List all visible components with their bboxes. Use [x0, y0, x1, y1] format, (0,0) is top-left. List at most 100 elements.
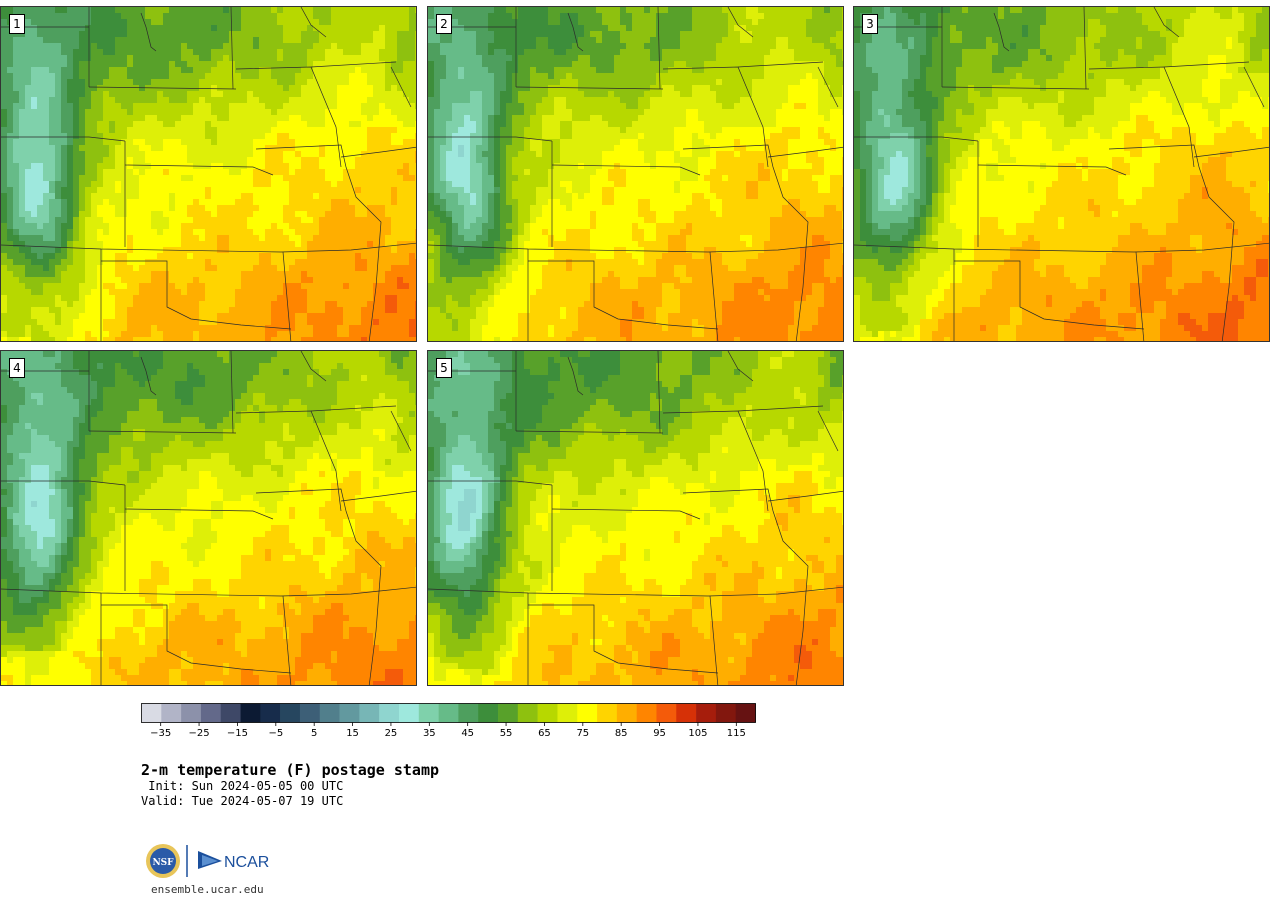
- colorbar-bin: [220, 703, 241, 723]
- state-boundary: [528, 260, 719, 330]
- state-boundary: [709, 251, 719, 341]
- nsf-logo-text: NSF: [152, 858, 174, 868]
- member-panel-1: 1: [0, 6, 417, 342]
- colorbar-bin: [319, 703, 340, 723]
- colorbar-bin: [260, 703, 281, 723]
- colorbar-bin: [696, 703, 717, 723]
- panel-number-4: 4: [9, 358, 25, 378]
- colorbar-tick-label: 75: [576, 728, 590, 739]
- colorbar-bin: [577, 703, 598, 723]
- colorbar-bin: [379, 703, 400, 723]
- colorbar-bin: [200, 703, 222, 723]
- state-boundary: [737, 61, 824, 68]
- colorbar-bin: [418, 703, 439, 723]
- colorbar-tick-label: 65: [538, 728, 551, 739]
- state-boundary: [567, 356, 584, 396]
- state-boundary: [1135, 251, 1145, 341]
- valid-time: Valid: Tue 2024-05-07 19 UTC: [141, 794, 344, 808]
- state-boundary: [682, 144, 809, 341]
- state-boundary: [1, 480, 126, 486]
- member-panel-2: 2: [427, 6, 844, 342]
- state-boundary: [428, 586, 843, 597]
- state-boundary: [1, 136, 126, 142]
- state-boundary: [551, 164, 701, 176]
- colorbar-tick-label: −35: [150, 728, 172, 739]
- state-boundary: [101, 604, 292, 674]
- state-boundary: [1083, 7, 1087, 90]
- state-boundary: [390, 410, 412, 452]
- colorbar-bin: [398, 703, 420, 723]
- nsf-logo: NSF: [146, 844, 180, 878]
- state-boundary: [767, 146, 843, 158]
- state-boundary: [1108, 144, 1235, 341]
- colorbar-bin: [735, 703, 756, 723]
- state-boundary: [124, 164, 274, 176]
- colorbar-bin: [616, 703, 637, 723]
- state-boundary: [817, 66, 839, 108]
- state-boundary: [88, 430, 237, 434]
- temperature-map-3: [854, 7, 1269, 341]
- temperature-map-4: [1, 351, 416, 685]
- member-panel-5: 5: [427, 350, 844, 686]
- state-boundary: [428, 136, 553, 142]
- state-boundary: [854, 136, 979, 142]
- panel-number-5: 5: [436, 358, 452, 378]
- state-boundary: [282, 251, 292, 341]
- website-url: ensemble.ucar.edu: [151, 883, 264, 896]
- colorbar-bin: [517, 703, 538, 723]
- member-panel-4: 4: [0, 350, 417, 686]
- colorbar-tick-label: 5: [311, 728, 318, 739]
- state-boundary: [977, 164, 1127, 176]
- colorbar-bin: [498, 703, 519, 723]
- state-boundary: [1, 586, 416, 597]
- colorbar-bin: [240, 703, 261, 723]
- colorbar-bin: [438, 703, 459, 723]
- state-boundary: [657, 7, 661, 90]
- temperature-map-2: [428, 7, 843, 341]
- state-boundary: [854, 242, 1269, 253]
- colorbar-bin: [339, 703, 360, 723]
- colorbar-tick-label: 115: [726, 728, 746, 739]
- colorbar-bin: [557, 703, 578, 723]
- colorbar-tick-label: 95: [653, 728, 666, 739]
- plot-title: 2-m temperature (F) postage stamp: [141, 761, 440, 779]
- colorbar-tick-label: 25: [384, 728, 398, 739]
- state-boundary: [657, 351, 661, 434]
- state-boundary: [682, 488, 809, 685]
- colorbar-bin: [458, 703, 479, 723]
- state-boundary: [300, 351, 327, 382]
- state-boundary: [140, 356, 157, 396]
- colorbar-frame: [141, 703, 756, 723]
- state-boundary: [1088, 66, 1195, 168]
- colorbar-bin: [537, 703, 558, 723]
- colorbar-bin: [280, 703, 301, 723]
- colorbar-tick-label: 35: [422, 728, 436, 739]
- state-boundary: [662, 66, 769, 168]
- colorbar-tick-label: −25: [188, 728, 210, 739]
- colorbar-bin: [299, 703, 321, 723]
- colorbar-bin: [636, 703, 657, 723]
- state-boundary: [1193, 146, 1269, 158]
- colorbar-bin: [161, 703, 182, 723]
- ncar-logo-text: NCAR: [224, 854, 269, 871]
- colorbar-tick-label: 55: [499, 728, 513, 739]
- temperature-colorbar: [141, 703, 756, 726]
- state-boundary: [235, 66, 342, 168]
- colorbar-bin: [676, 703, 697, 723]
- colorbar-tick-label: 45: [461, 728, 475, 739]
- colorbar-tick-label: 85: [614, 728, 628, 739]
- colorbar-bin: [181, 703, 202, 723]
- state-boundary: [817, 410, 839, 452]
- state-boundary: [390, 66, 412, 108]
- ncar-logo: NCAR: [198, 851, 269, 871]
- state-boundary: [709, 595, 719, 685]
- init-time: Init: Sun 2024-05-05 00 UTC: [141, 779, 344, 793]
- colorbar-tick-label: 105: [688, 728, 708, 739]
- state-boundary: [993, 12, 1010, 52]
- state-boundary: [515, 86, 664, 90]
- colorbar-bin: [656, 703, 677, 723]
- colorbar-bin: [715, 703, 736, 723]
- state-boundary: [235, 410, 342, 512]
- state-boundary: [340, 146, 416, 158]
- state-boundary: [1153, 7, 1180, 38]
